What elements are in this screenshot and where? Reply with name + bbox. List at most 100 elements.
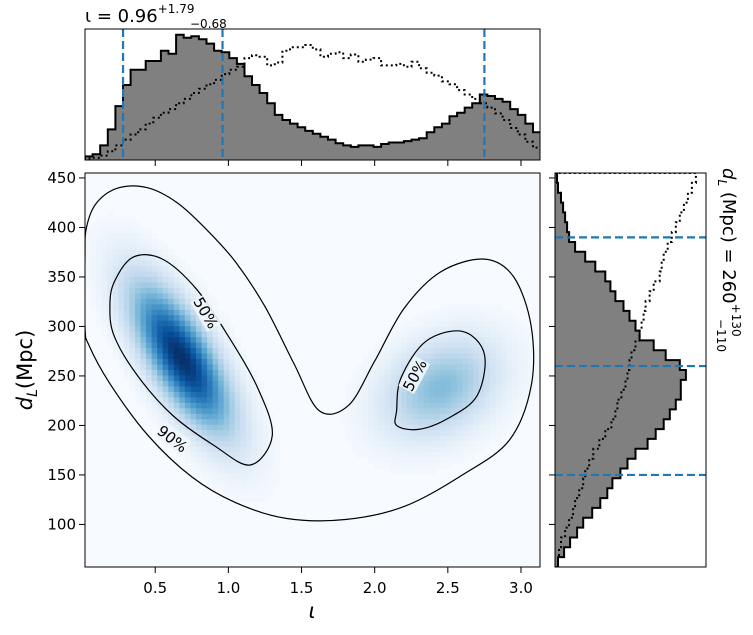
- heatmap-cell: [406, 446, 413, 453]
- heatmap-cell: [456, 320, 463, 327]
- heatmap-cell: [207, 441, 214, 448]
- heatmap-cell: [207, 424, 214, 431]
- heatmap-cell: [118, 364, 125, 371]
- heatmap-cell: [184, 452, 192, 459]
- heatmap-cell: [85, 271, 92, 278]
- heatmap-cell: [495, 430, 502, 437]
- heatmap-cell: [412, 331, 419, 338]
- heatmap-cell: [456, 326, 463, 333]
- heatmap-cell: [96, 276, 103, 284]
- heatmap-cell: [478, 331, 486, 338]
- y-axis-label-sub: L: [25, 389, 41, 397]
- heatmap-cell: [162, 276, 169, 284]
- heatmap-cell: [467, 304, 475, 311]
- heatmap-cell: [229, 479, 236, 486]
- heatmap-cell: [245, 380, 253, 388]
- heatmap-cell: [112, 238, 119, 245]
- heatmap-cell: [101, 244, 108, 251]
- heatmap-cell: [123, 287, 130, 294]
- heatmap-cell: [112, 260, 119, 267]
- heatmap-cell: [240, 375, 247, 382]
- heatmap-cell: [373, 452, 380, 459]
- heatmap-cell: [490, 326, 497, 333]
- heatmap-cell: [456, 315, 463, 322]
- heatmap-cell: [112, 342, 119, 349]
- heatmap-cell: [151, 391, 158, 398]
- heatmap-cell: [395, 413, 402, 420]
- heatmap-cell: [234, 370, 241, 377]
- heatmap-cell: [473, 359, 480, 366]
- heatmap-cell: [168, 304, 175, 311]
- heatmap-cell: [146, 271, 153, 278]
- heatmap-cell: [445, 424, 452, 431]
- heatmap-cell: [240, 419, 247, 426]
- heatmap-cell: [467, 435, 475, 442]
- heatmap-cell: [423, 408, 430, 415]
- heatmap-cell: [473, 309, 480, 316]
- heatmap-cell: [417, 446, 425, 453]
- heatmap-cell: [523, 397, 530, 404]
- heatmap-cell: [417, 391, 425, 398]
- heatmap-cell: [107, 216, 114, 223]
- right-hist-outline: [555, 173, 687, 567]
- heatmap-cell: [223, 380, 230, 388]
- heatmap-cell: [190, 348, 197, 355]
- heatmap-cell: [362, 391, 369, 398]
- heatmap-cell: [146, 386, 153, 393]
- heatmap-cell: [151, 364, 158, 371]
- heatmap-cell: [157, 282, 164, 289]
- heatmap-cell: [245, 424, 253, 431]
- heatmap-cell: [484, 359, 491, 366]
- heatmap-cell: [157, 408, 164, 415]
- right-prior-outline: [555, 173, 697, 567]
- heatmap-cell: [234, 375, 241, 382]
- heatmap-cell: [173, 348, 180, 355]
- heatmap-cell: [129, 353, 136, 360]
- heatmap-cell: [184, 293, 192, 300]
- heatmap-cell: [201, 397, 208, 404]
- heatmap-cell: [118, 326, 125, 333]
- heatmap-cell: [412, 402, 419, 409]
- heatmap-cell: [229, 380, 236, 388]
- heatmap-cell: [429, 315, 436, 322]
- heatmap-cell: [462, 304, 469, 311]
- heatmap-cell: [351, 391, 358, 398]
- heatmap-cell: [195, 342, 203, 349]
- heatmap-cell: [218, 413, 225, 420]
- heatmap-cell: [195, 397, 203, 404]
- heatmap-cell: [384, 391, 391, 398]
- heatmap-cell: [146, 255, 153, 262]
- heatmap-cell: [517, 353, 524, 360]
- heatmap-cell: [268, 479, 275, 486]
- heatmap-cell: [101, 233, 108, 240]
- heatmap-cell: [512, 337, 519, 344]
- heatmap-cell: [146, 342, 153, 349]
- heatmap-cell: [195, 386, 203, 393]
- heatmap-cell: [207, 402, 214, 409]
- heatmap-cell: [462, 452, 469, 459]
- heatmap-cell: [195, 468, 203, 475]
- heatmap-cell: [379, 391, 386, 398]
- heatmap-cell: [257, 441, 264, 448]
- heatmap-cell: [351, 386, 358, 393]
- heatmap-cell: [201, 386, 208, 393]
- heatmap-cell: [484, 380, 491, 388]
- heatmap-cell: [373, 391, 380, 398]
- heatmap-cell: [417, 326, 425, 333]
- heatmap-cell: [362, 441, 369, 448]
- heatmap-cell: [462, 353, 469, 360]
- heatmap-cell: [118, 304, 125, 311]
- heatmap-cell: [417, 397, 425, 404]
- heatmap-cell: [168, 402, 175, 409]
- heatmap-cell: [107, 342, 114, 349]
- heatmap-cell: [495, 326, 502, 333]
- heatmap-cell: [268, 424, 275, 431]
- heatmap-cell: [173, 260, 180, 267]
- heatmap-cell: [168, 287, 175, 294]
- heatmap-cell: [501, 320, 508, 327]
- heatmap-cell: [240, 473, 247, 481]
- heatmap-cell: [229, 397, 236, 404]
- heatmap-cell: [445, 452, 452, 459]
- heatmap-cell: [96, 227, 103, 234]
- heatmap-cell: [162, 342, 169, 349]
